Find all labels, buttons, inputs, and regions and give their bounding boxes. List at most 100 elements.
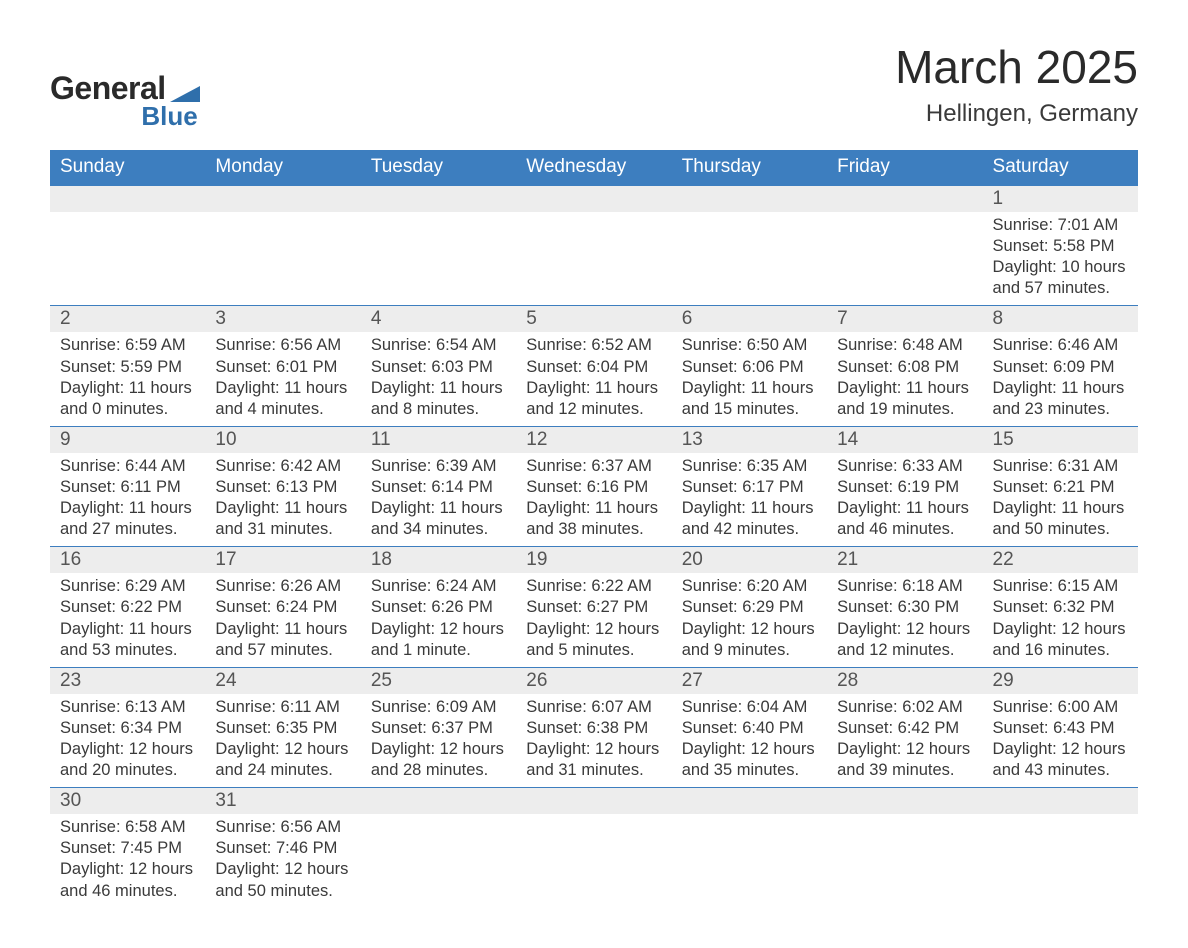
day-number: 1 xyxy=(983,186,1138,212)
day-data xyxy=(672,814,827,894)
daylight-line: Daylight: 11 hours and 23 minutes. xyxy=(993,379,1125,418)
day-number xyxy=(516,186,671,212)
calendar-cell xyxy=(672,185,827,306)
day-number: 11 xyxy=(361,427,516,453)
day-number: 10 xyxy=(205,427,360,453)
sunset-line: Sunset: 6:04 PM xyxy=(526,358,648,376)
weekday-header: Tuesday xyxy=(361,150,516,185)
day-data: Sunrise: 6:29 AMSunset: 6:22 PMDaylight:… xyxy=(50,573,205,666)
calendar-cell: 19Sunrise: 6:22 AMSunset: 6:27 PMDayligh… xyxy=(516,547,671,667)
daylight-line: Daylight: 12 hours and 5 minutes. xyxy=(526,620,659,659)
day-number: 17 xyxy=(205,547,360,573)
day-number: 24 xyxy=(205,668,360,694)
sunrise-line: Sunrise: 6:46 AM xyxy=(993,336,1119,354)
sunrise-line: Sunrise: 6:00 AM xyxy=(993,698,1119,716)
calendar-cell: 30Sunrise: 6:58 AMSunset: 7:45 PMDayligh… xyxy=(50,788,205,908)
calendar-cell: 29Sunrise: 6:00 AMSunset: 6:43 PMDayligh… xyxy=(983,667,1138,787)
day-number: 12 xyxy=(516,427,671,453)
day-data: Sunrise: 6:37 AMSunset: 6:16 PMDaylight:… xyxy=(516,453,671,546)
sunrise-line: Sunrise: 6:56 AM xyxy=(215,336,341,354)
sunset-line: Sunset: 7:45 PM xyxy=(60,839,182,857)
sunrise-line: Sunrise: 6:39 AM xyxy=(371,457,497,475)
sunrise-line: Sunrise: 6:44 AM xyxy=(60,457,186,475)
calendar-cell: 31Sunrise: 6:56 AMSunset: 7:46 PMDayligh… xyxy=(205,788,360,908)
day-data: Sunrise: 6:04 AMSunset: 6:40 PMDaylight:… xyxy=(672,694,827,787)
calendar-table: SundayMondayTuesdayWednesdayThursdayFrid… xyxy=(50,150,1138,908)
weekday-header: Thursday xyxy=(672,150,827,185)
daylight-line: Daylight: 12 hours and 35 minutes. xyxy=(682,740,815,779)
daylight-line: Daylight: 11 hours and 38 minutes. xyxy=(526,499,658,538)
day-data: Sunrise: 6:13 AMSunset: 6:34 PMDaylight:… xyxy=(50,694,205,787)
day-number: 30 xyxy=(50,788,205,814)
daylight-line: Daylight: 12 hours and 1 minute. xyxy=(371,620,504,659)
calendar-cell: 11Sunrise: 6:39 AMSunset: 6:14 PMDayligh… xyxy=(361,426,516,546)
sunrise-line: Sunrise: 6:11 AM xyxy=(215,698,339,716)
daylight-line: Daylight: 12 hours and 31 minutes. xyxy=(526,740,659,779)
day-number: 22 xyxy=(983,547,1138,573)
day-data: Sunrise: 6:56 AMSunset: 7:46 PMDaylight:… xyxy=(205,814,360,907)
calendar-cell xyxy=(827,185,982,306)
day-number xyxy=(672,788,827,814)
day-number xyxy=(50,186,205,212)
day-data xyxy=(672,212,827,292)
sunset-line: Sunset: 5:58 PM xyxy=(993,237,1115,255)
day-data: Sunrise: 6:00 AMSunset: 6:43 PMDaylight:… xyxy=(983,694,1138,787)
day-data: Sunrise: 6:35 AMSunset: 6:17 PMDaylight:… xyxy=(672,453,827,546)
calendar-cell: 6Sunrise: 6:50 AMSunset: 6:06 PMDaylight… xyxy=(672,306,827,426)
title-block: March 2025 Hellingen, Germany xyxy=(895,40,1138,128)
day-data: Sunrise: 6:59 AMSunset: 5:59 PMDaylight:… xyxy=(50,332,205,425)
header: General Blue March 2025 Hellingen, Germa… xyxy=(50,40,1138,132)
sunrise-line: Sunrise: 6:33 AM xyxy=(837,457,963,475)
day-number: 3 xyxy=(205,306,360,332)
day-number: 29 xyxy=(983,668,1138,694)
day-number xyxy=(827,788,982,814)
calendar-cell: 24Sunrise: 6:11 AMSunset: 6:35 PMDayligh… xyxy=(205,667,360,787)
calendar-week-row: 1Sunrise: 7:01 AMSunset: 5:58 PMDaylight… xyxy=(50,185,1138,306)
day-data xyxy=(516,212,671,292)
calendar-cell: 26Sunrise: 6:07 AMSunset: 6:38 PMDayligh… xyxy=(516,667,671,787)
calendar-cell xyxy=(983,788,1138,908)
day-number: 18 xyxy=(361,547,516,573)
day-number: 9 xyxy=(50,427,205,453)
day-data: Sunrise: 6:22 AMSunset: 6:27 PMDaylight:… xyxy=(516,573,671,666)
daylight-line: Daylight: 12 hours and 28 minutes. xyxy=(371,740,504,779)
sunrise-line: Sunrise: 6:56 AM xyxy=(215,818,341,836)
sunset-line: Sunset: 6:37 PM xyxy=(371,719,493,737)
calendar-cell: 10Sunrise: 6:42 AMSunset: 6:13 PMDayligh… xyxy=(205,426,360,546)
daylight-line: Daylight: 12 hours and 9 minutes. xyxy=(682,620,815,659)
calendar-cell: 16Sunrise: 6:29 AMSunset: 6:22 PMDayligh… xyxy=(50,547,205,667)
sunrise-line: Sunrise: 6:31 AM xyxy=(993,457,1119,475)
day-number: 26 xyxy=(516,668,671,694)
day-number xyxy=(205,186,360,212)
day-data: Sunrise: 6:11 AMSunset: 6:35 PMDaylight:… xyxy=(205,694,360,787)
day-data: Sunrise: 6:31 AMSunset: 6:21 PMDaylight:… xyxy=(983,453,1138,546)
sunset-line: Sunset: 6:01 PM xyxy=(215,358,337,376)
day-number: 7 xyxy=(827,306,982,332)
calendar-week-row: 16Sunrise: 6:29 AMSunset: 6:22 PMDayligh… xyxy=(50,547,1138,667)
day-number: 8 xyxy=(983,306,1138,332)
day-data xyxy=(827,212,982,292)
sunrise-line: Sunrise: 6:20 AM xyxy=(682,577,808,595)
daylight-line: Daylight: 11 hours and 50 minutes. xyxy=(993,499,1125,538)
logo-text-bottom: Blue xyxy=(50,101,200,132)
day-number xyxy=(827,186,982,212)
calendar-cell: 23Sunrise: 6:13 AMSunset: 6:34 PMDayligh… xyxy=(50,667,205,787)
sunset-line: Sunset: 6:16 PM xyxy=(526,478,648,496)
sunset-line: Sunset: 6:22 PM xyxy=(60,598,182,616)
day-data: Sunrise: 6:24 AMSunset: 6:26 PMDaylight:… xyxy=(361,573,516,666)
daylight-line: Daylight: 12 hours and 50 minutes. xyxy=(215,860,348,899)
calendar-cell: 1Sunrise: 7:01 AMSunset: 5:58 PMDaylight… xyxy=(983,185,1138,306)
sunrise-line: Sunrise: 6:02 AM xyxy=(837,698,963,716)
sunset-line: Sunset: 6:42 PM xyxy=(837,719,959,737)
calendar-cell: 14Sunrise: 6:33 AMSunset: 6:19 PMDayligh… xyxy=(827,426,982,546)
sunset-line: Sunset: 6:30 PM xyxy=(837,598,959,616)
sunset-line: Sunset: 6:03 PM xyxy=(371,358,493,376)
sunset-line: Sunset: 6:40 PM xyxy=(682,719,804,737)
day-data: Sunrise: 6:20 AMSunset: 6:29 PMDaylight:… xyxy=(672,573,827,666)
calendar-cell: 18Sunrise: 6:24 AMSunset: 6:26 PMDayligh… xyxy=(361,547,516,667)
day-data xyxy=(516,814,671,894)
day-number: 20 xyxy=(672,547,827,573)
calendar-week-row: 23Sunrise: 6:13 AMSunset: 6:34 PMDayligh… xyxy=(50,667,1138,787)
sunset-line: Sunset: 6:17 PM xyxy=(682,478,804,496)
day-data: Sunrise: 6:56 AMSunset: 6:01 PMDaylight:… xyxy=(205,332,360,425)
